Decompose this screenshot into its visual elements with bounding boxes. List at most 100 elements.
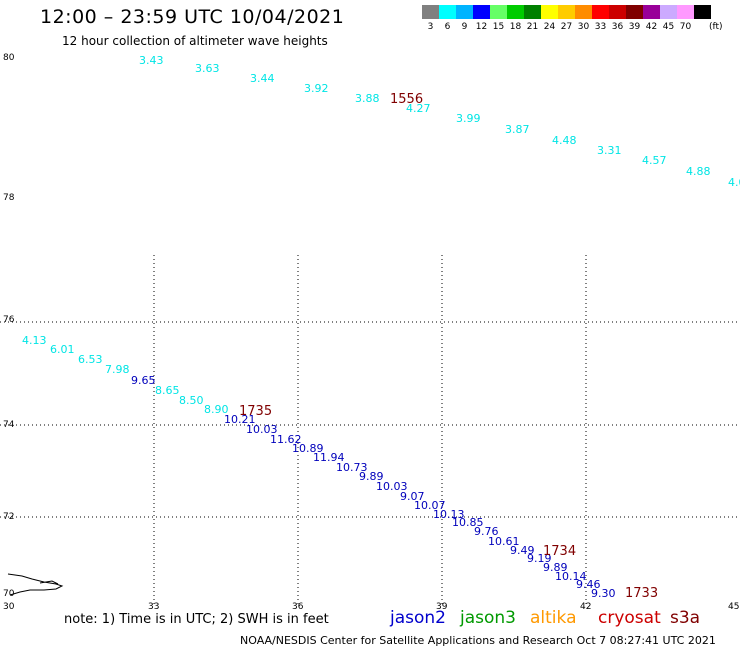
longitude-tick-label: 36 <box>292 602 304 612</box>
legend-label: 70 <box>679 22 692 32</box>
legend-swatch <box>660 5 677 19</box>
wave-height-label: 10.03 <box>376 480 408 493</box>
wave-height-label: 10.61 <box>488 535 520 548</box>
footer-credit: NOAA/NESDIS Center for Satellite Applica… <box>240 634 716 647</box>
satellite-label-cryosat: cryosat <box>598 608 661 628</box>
legend-label: 39 <box>628 22 641 32</box>
legend-label: 6 <box>444 22 451 32</box>
legend-swatch <box>439 5 456 19</box>
wave-height-label: 8.90 <box>204 403 229 416</box>
legend-swatch <box>473 5 490 19</box>
legend-swatch <box>609 5 626 19</box>
wave-height-label: 6.53 <box>78 353 103 366</box>
pass-time-label: 1556 <box>390 92 423 107</box>
legend-swatch <box>694 5 711 19</box>
legend-swatch <box>592 5 609 19</box>
wave-height-label: 3.88 <box>355 92 380 105</box>
page-subtitle: 12 hour collection of altimeter wave hei… <box>62 34 328 48</box>
page-title: 12:00 – 23:59 UTC 10/04/2021 <box>40 6 345 28</box>
wave-height-label: 4.57 <box>642 154 667 167</box>
wave-height-label: 3.31 <box>597 144 622 157</box>
wave-height-label: 7.98 <box>105 363 130 376</box>
legend-label: 24 <box>543 22 556 32</box>
latitude-tick-label: 80 <box>3 53 15 63</box>
wave-height-label: 3.43 <box>139 54 164 67</box>
legend-label: 15 <box>492 22 505 32</box>
latitude-tick-label: 76 <box>3 315 15 325</box>
wave-height-label: 9.89 <box>543 561 568 574</box>
legend-swatch <box>558 5 575 19</box>
wave-height-label: 9.49 <box>510 544 535 557</box>
legend-label: 21 <box>526 22 539 32</box>
wave-height-label: 11.94 <box>313 451 345 464</box>
wave-height-label: 10.85 <box>452 516 484 529</box>
coastline <box>7 573 64 596</box>
latitude-tick-label: 78 <box>3 193 15 203</box>
wave-height-label: 10.03 <box>246 423 278 436</box>
wave-height-label: 6.01 <box>50 343 75 356</box>
longitude-tick-label: 45 <box>728 602 739 612</box>
wave-height-label: 3.99 <box>456 112 481 125</box>
legend-label: 9 <box>461 22 468 32</box>
longitude-tick-label: 30 <box>3 602 15 612</box>
wave-height-label: 10.14 <box>555 570 587 583</box>
legend-label: 45 <box>662 22 675 32</box>
legend-swatch <box>490 5 507 19</box>
latitude-tick-label: 72 <box>3 512 14 522</box>
wave-height-label: 10.07 <box>414 499 446 512</box>
legend-unit: (ft) <box>709 22 723 32</box>
legend-swatch <box>575 5 592 19</box>
wave-height-label: 10.73 <box>336 461 368 474</box>
wave-height-label: 10.89 <box>292 442 324 455</box>
legend-swatch <box>524 5 541 19</box>
wave-height-label: 11.62 <box>270 433 302 446</box>
satellite-label-s3a: s3a <box>670 608 701 628</box>
pass-time-label: 1734 <box>543 544 576 559</box>
longitude-tick-label: 39 <box>436 602 448 612</box>
pass-time-label: 1735 <box>239 404 272 419</box>
legend-swatch <box>456 5 473 19</box>
latitude-tick-label: 74 <box>3 420 15 430</box>
wave-height-label: 4.0 <box>728 176 740 189</box>
wave-height-label: 4.48 <box>552 134 577 147</box>
wave-height-label: 9.19 <box>527 552 552 565</box>
satellite-label-jason2: jason2 <box>390 608 446 628</box>
wave-height-label: 3.44 <box>250 72 275 85</box>
color-legend-bar <box>422 5 711 19</box>
wave-height-label: 4.13 <box>22 334 47 347</box>
wave-height-label: 9.30 <box>591 587 616 600</box>
color-legend-labels: 3 6 9 12 15 18 21 24 27 30 33 36 39 42 45 70 <box>422 22 711 34</box>
wave-height-label: 4.27 <box>406 102 431 115</box>
legend-swatch <box>507 5 524 19</box>
wave-height-label: 9.07 <box>400 490 425 503</box>
wave-height-label: 3.87 <box>505 123 530 136</box>
legend-label: 27 <box>560 22 573 32</box>
legend-label: 18 <box>509 22 522 32</box>
legend-label: 30 <box>577 22 590 32</box>
longitude-tick-label: 42 <box>580 602 591 612</box>
wave-height-label: 9.89 <box>359 470 384 483</box>
legend-label: 3 <box>427 22 434 32</box>
legend-label: 36 <box>611 22 624 32</box>
wave-height-label: 9.76 <box>474 525 499 538</box>
latitude-tick-label: 70 <box>3 589 15 599</box>
legend-swatch <box>643 5 660 19</box>
wave-height-label: 9.46 <box>576 578 601 591</box>
wave-height-label: 10.21 <box>224 413 256 426</box>
wave-height-label: 8.65 <box>155 384 180 397</box>
satellite-label-altika: altika <box>530 608 577 628</box>
satellite-label-jason3: jason3 <box>460 608 516 628</box>
wave-height-label: 10.13 <box>433 508 465 521</box>
legend-label: 42 <box>645 22 658 32</box>
longitude-tick-label: 33 <box>148 602 159 612</box>
wave-height-label: 8.50 <box>179 394 204 407</box>
legend-swatch <box>422 5 439 19</box>
note-text: note: 1) Time is in UTC; 2) SWH is in fe… <box>64 612 329 627</box>
legend-swatch <box>677 5 694 19</box>
wave-height-label: 3.63 <box>195 62 220 75</box>
legend-swatch <box>541 5 558 19</box>
wave-height-label: 3.92 <box>304 82 329 95</box>
wave-height-label: 9.65 <box>131 374 156 387</box>
